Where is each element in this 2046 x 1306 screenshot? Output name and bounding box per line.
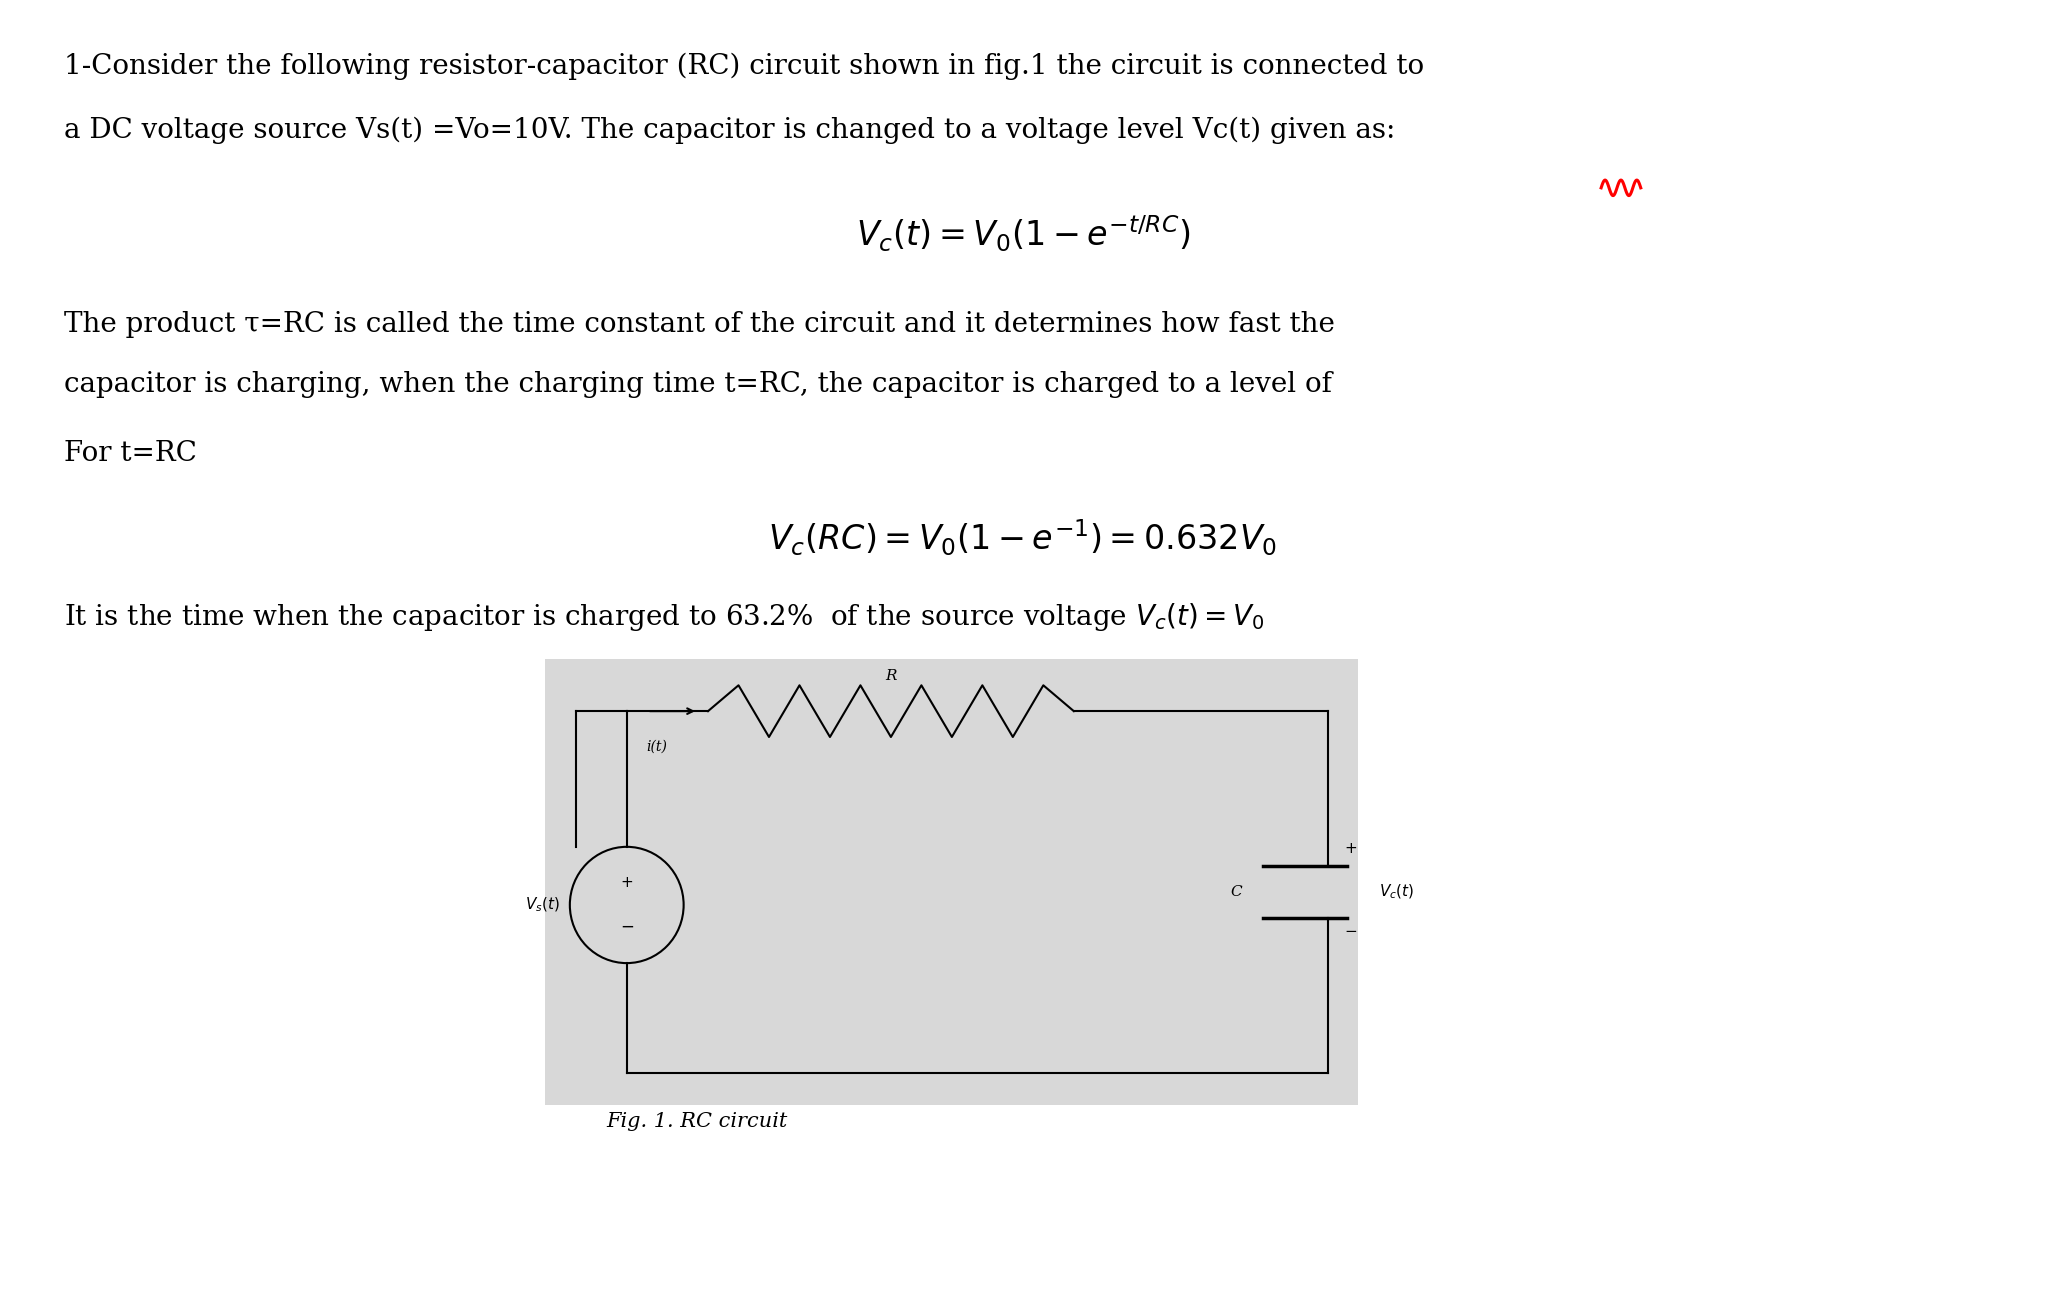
Text: 1-Consider the following resistor-capacitor (RC) circuit shown in fig.1 the circ: 1-Consider the following resistor-capaci… bbox=[63, 52, 1424, 80]
Text: C: C bbox=[1232, 885, 1242, 899]
Bar bbox=[546, 660, 1359, 1105]
Text: +: + bbox=[620, 875, 632, 891]
Text: The product τ=RC is called the time constant of the circuit and it determines ho: The product τ=RC is called the time cons… bbox=[63, 311, 1334, 337]
Text: Fig. 1. RC circuit: Fig. 1. RC circuit bbox=[606, 1111, 788, 1131]
Text: −: − bbox=[1344, 925, 1356, 939]
Text: −: − bbox=[620, 918, 634, 936]
Text: +: + bbox=[1344, 841, 1356, 855]
Text: a DC voltage source Vs(t) =Vo=10V. The capacitor is changed to a voltage level V: a DC voltage source Vs(t) =Vo=10V. The c… bbox=[63, 116, 1395, 144]
Text: For t=RC: For t=RC bbox=[63, 440, 196, 466]
Text: $V_s(t)$: $V_s(t)$ bbox=[524, 896, 561, 914]
Text: $V_c(RC) = V_0(1 - e^{-1}) = 0.632V_0$: $V_c(RC) = V_0(1 - e^{-1}) = 0.632V_0$ bbox=[769, 517, 1277, 558]
Text: $V_c(t)$: $V_c(t)$ bbox=[1379, 883, 1414, 901]
Text: capacitor is charging, when the charging time t=RC, the capacitor is charged to : capacitor is charging, when the charging… bbox=[63, 371, 1332, 398]
Text: R: R bbox=[886, 669, 896, 683]
Text: i(t): i(t) bbox=[647, 739, 667, 754]
Text: It is the time when the capacitor is charged to 63.2%  of the source voltage $V_: It is the time when the capacitor is cha… bbox=[63, 601, 1264, 633]
Text: $V_c(t) = V_0(1 - e^{-t/RC})$: $V_c(t) = V_0(1 - e^{-t/RC})$ bbox=[855, 214, 1191, 255]
